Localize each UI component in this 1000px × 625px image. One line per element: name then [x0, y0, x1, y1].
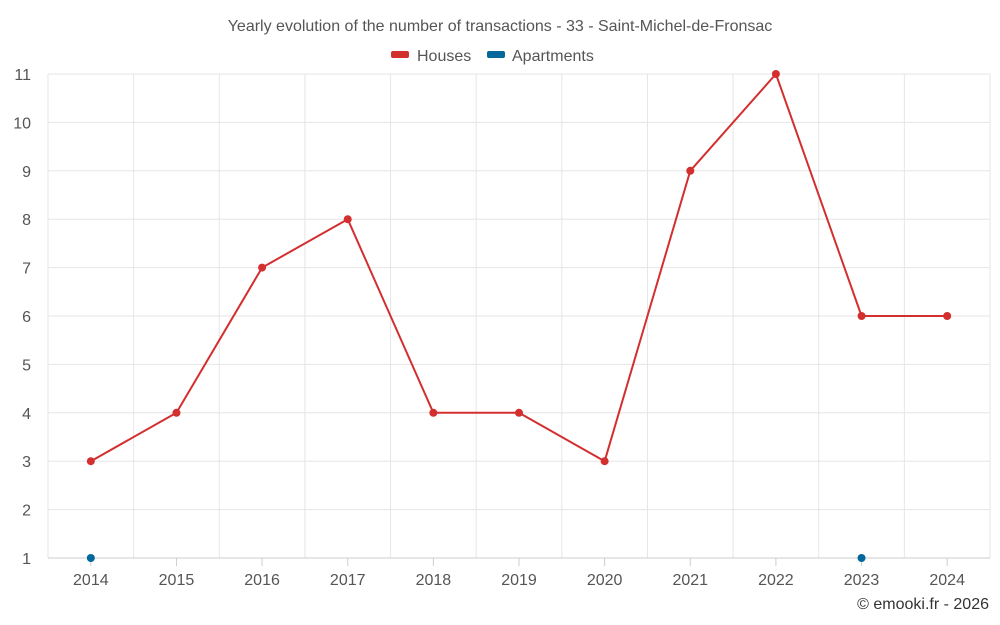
y-tick-label: 6	[22, 309, 31, 326]
series-houses	[86, 70, 952, 466]
legend-swatch-houses	[391, 51, 409, 58]
data-point-houses-2016[interactable]	[258, 263, 267, 272]
data-point-houses-2022[interactable]	[771, 70, 780, 78]
legend-label-apartments[interactable]: Apartments	[512, 48, 594, 65]
y-tick-label: 5	[22, 357, 31, 374]
legend-item-apartments[interactable]: Apartments	[487, 48, 594, 65]
series-layer	[86, 70, 952, 562]
x-tick-label: 2014	[73, 572, 109, 589]
y-tick-label: 1	[22, 551, 31, 568]
x-tick-label: 2017	[330, 572, 366, 589]
x-tick-label: 2016	[244, 572, 280, 589]
gridlines	[47, 73, 991, 559]
x-axis: 2014 2015 2016 2017 2018 2019 2020 2021 2022 2023…	[48, 557, 990, 589]
legend: Houses Apartments	[391, 48, 594, 65]
chart-title: Yearly evolution of the number of transa…	[228, 18, 773, 35]
x-tick-label: 2020	[587, 572, 623, 589]
y-tick-label: 4	[22, 406, 31, 423]
y-tick-label: 3	[22, 454, 31, 471]
y-tick-label: 10	[13, 115, 31, 132]
x-tick-label: 2022	[758, 572, 794, 589]
data-point-apartments-2023[interactable]	[857, 554, 866, 562]
legend-label-houses[interactable]: Houses	[417, 48, 471, 65]
data-point-houses-2014[interactable]	[86, 457, 95, 466]
y-tick-label: 2	[22, 503, 31, 520]
chart-credit: © emooki.fr - 2026	[857, 596, 989, 613]
series-apartments	[86, 554, 866, 562]
y-tick-label: 8	[22, 212, 31, 229]
y-axis: 1 2 3 4 5 6 7 8 9 10 11	[13, 67, 31, 568]
legend-item-houses[interactable]: Houses	[391, 48, 471, 65]
data-point-houses-2017[interactable]	[343, 215, 352, 224]
legend-swatch-apartments	[487, 51, 505, 58]
x-tick-label: 2023	[844, 572, 880, 589]
x-tick-label: 2024	[929, 572, 965, 589]
data-point-houses-2020[interactable]	[600, 457, 609, 466]
y-tick-label: 11	[14, 67, 31, 84]
x-tick-label: 2015	[159, 572, 195, 589]
data-point-houses-2024[interactable]	[943, 312, 952, 320]
y-tick-label: 9	[22, 164, 31, 181]
data-point-houses-2019[interactable]	[515, 408, 523, 417]
data-point-apartments-2014[interactable]	[86, 554, 95, 562]
x-tick-label: 2021	[672, 572, 708, 589]
data-point-houses-2023[interactable]	[857, 312, 866, 320]
x-tick-label: 2018	[416, 572, 452, 589]
y-tick-label: 7	[22, 261, 31, 278]
data-point-houses-2021[interactable]	[686, 166, 695, 175]
data-point-houses-2015[interactable]	[172, 408, 181, 417]
data-point-houses-2018[interactable]	[429, 408, 438, 417]
x-tick-label: 2019	[501, 572, 537, 589]
